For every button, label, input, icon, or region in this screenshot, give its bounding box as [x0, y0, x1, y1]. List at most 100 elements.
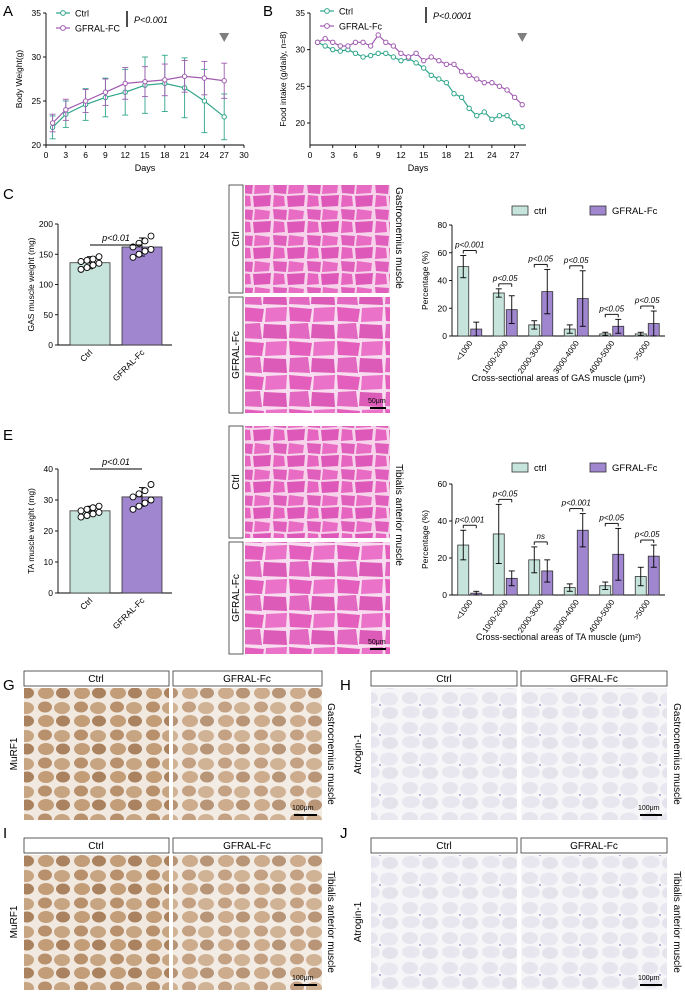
y-tick-label: 40 [44, 464, 54, 474]
he-image-gas-gfral [245, 297, 390, 413]
x-axis-title: Cross-sectional areas of TA muscle (μm²) [476, 632, 641, 642]
chart-e-ta-weight: 0 10 20 30 40 TA muscle weight (mg) Ctrl GFRAL-… [26, 457, 172, 631]
legend-marker [324, 8, 330, 14]
data-point [420, 65, 427, 71]
individual-point [135, 250, 143, 258]
panel-letter-b: B [263, 3, 273, 20]
y-axis-title: Food intake (g/daily, n=8) [278, 31, 288, 127]
row-label-atrogin: Atrogin-1 [353, 901, 364, 942]
data-point [511, 94, 518, 101]
column-header-gfral [172, 837, 323, 854]
legend-swatch [589, 462, 607, 473]
ihc-panel-j: Ctrl GFRAL-Fc Atrogin-1 Tibialis anterio… [353, 837, 682, 990]
x-tick-label: 0 [44, 150, 49, 160]
data-point [481, 79, 488, 86]
he-image-gas-ctrl [245, 185, 390, 293]
data-point [466, 72, 472, 79]
column-header-ctrl-label: Ctrl [88, 841, 104, 852]
p-value-label: p<0.001 [454, 515, 484, 524]
data-point [511, 120, 518, 126]
x-tick-label: 1000-2000 [481, 598, 511, 635]
row-label-gfral: GFRAL-Fc [231, 574, 242, 622]
x-tick-label: >5000 [632, 339, 653, 363]
data-point [337, 43, 344, 49]
he-image-ta-gfral [245, 542, 390, 654]
chart-f-ta-csa: 0 20 40 60 Percentage (%) Cross-sectional are… [420, 462, 665, 642]
individual-point [83, 512, 91, 519]
p-value-label: P<0.0001 [433, 11, 472, 21]
x-tick-label: 1000-2000 [481, 339, 511, 376]
bar [492, 292, 505, 337]
column-header-ctrl-label: Ctrl [436, 674, 452, 685]
data-point [519, 123, 525, 130]
he-image-ta-ctrl [245, 426, 390, 538]
x-tick-label: 18 [160, 150, 170, 160]
x-tick-label: 6 [83, 150, 88, 160]
panel-letter-j: J [340, 825, 348, 842]
individual-point [83, 256, 91, 264]
p-value-label: p<0.05 [598, 304, 624, 313]
column-header-gfral-label: GFRAL-Fc [223, 841, 271, 852]
y-tick-label: 40 [438, 516, 448, 526]
column-header-ctrl [370, 837, 518, 854]
x-tick-label: Ctrl [78, 347, 94, 363]
column-header-gfral [172, 670, 323, 687]
x-tick-label: 3 [330, 150, 335, 160]
ihc-image-atrogin-ta-gfral [521, 855, 667, 990]
p-value-label: p<0.05 [634, 530, 660, 539]
legend-label: Ctrl [75, 9, 89, 19]
p-value-label: p<0.05 [492, 489, 518, 498]
p-value-label: p<0.05 [598, 513, 624, 522]
data-point [489, 116, 495, 123]
row-label-ctrl: Ctrl [231, 231, 242, 247]
column-header-ctrl [23, 837, 170, 854]
series-line [317, 34, 523, 106]
y-axis-title: Percentage (%) [420, 251, 430, 310]
data-point [436, 76, 442, 82]
data-point [458, 94, 465, 101]
individual-point [89, 510, 97, 518]
chart-b-food-intake: 20 25 30 35 0 3 6 9 12 15 18 21 24 27 Days Food intake … [278, 7, 528, 173]
legend-label: ctrl [534, 206, 547, 217]
individual-point [89, 504, 97, 512]
y-tick-label: 50 [44, 310, 54, 320]
data-point [322, 43, 328, 49]
row-label-atrogin: Atrogin-1 [353, 733, 364, 774]
side-label-tibialis: Tibialis anterior muscle [671, 871, 682, 973]
data-point [474, 76, 480, 82]
side-label-gastrocnemius: Gastrocnemius muscle [671, 703, 682, 805]
y-tick-label: 0 [442, 590, 447, 600]
row-label-gfral: GFRAL-Fc [231, 331, 242, 379]
data-point [405, 54, 412, 60]
individual-point [95, 508, 103, 516]
ihc-image-atrogin-ta-ctrl [371, 855, 517, 990]
legend-swatch [511, 205, 529, 216]
side-label-gastrocnemius: Gastrocnemius muscle [393, 187, 404, 289]
data-point [162, 77, 168, 83]
x-tick-label: 3000-4000 [552, 598, 582, 635]
data-point [375, 50, 381, 57]
data-point [322, 35, 328, 42]
data-point [496, 112, 503, 119]
column-header-gfral [520, 837, 668, 854]
column-header-ctrl-label: Ctrl [88, 674, 104, 685]
x-tick-label: 21 [464, 150, 474, 160]
legend-marker [60, 10, 66, 16]
micrograph-panel-d: Ctrl GFRAL-Fc 50μm Gastrocnemius muscle [228, 184, 404, 414]
data-point [221, 114, 227, 120]
y-tick-label: 80 [438, 220, 448, 230]
bar [69, 510, 111, 594]
y-tick-label: 35 [296, 8, 306, 18]
y-tick-label: 100 [39, 280, 53, 290]
data-point [451, 90, 457, 97]
row-label-box-gfral [228, 296, 244, 414]
x-tick-label: Ctrl [78, 595, 94, 611]
x-tick-label: <1000 [454, 339, 475, 363]
column-header-gfral-label: GFRAL-Fc [570, 674, 618, 685]
row-label-box-ctrl [228, 425, 244, 539]
x-axis-title: Days [408, 163, 429, 173]
x-tick-label: 27 [510, 150, 520, 160]
scale-bar-label: 50μm [368, 398, 386, 405]
